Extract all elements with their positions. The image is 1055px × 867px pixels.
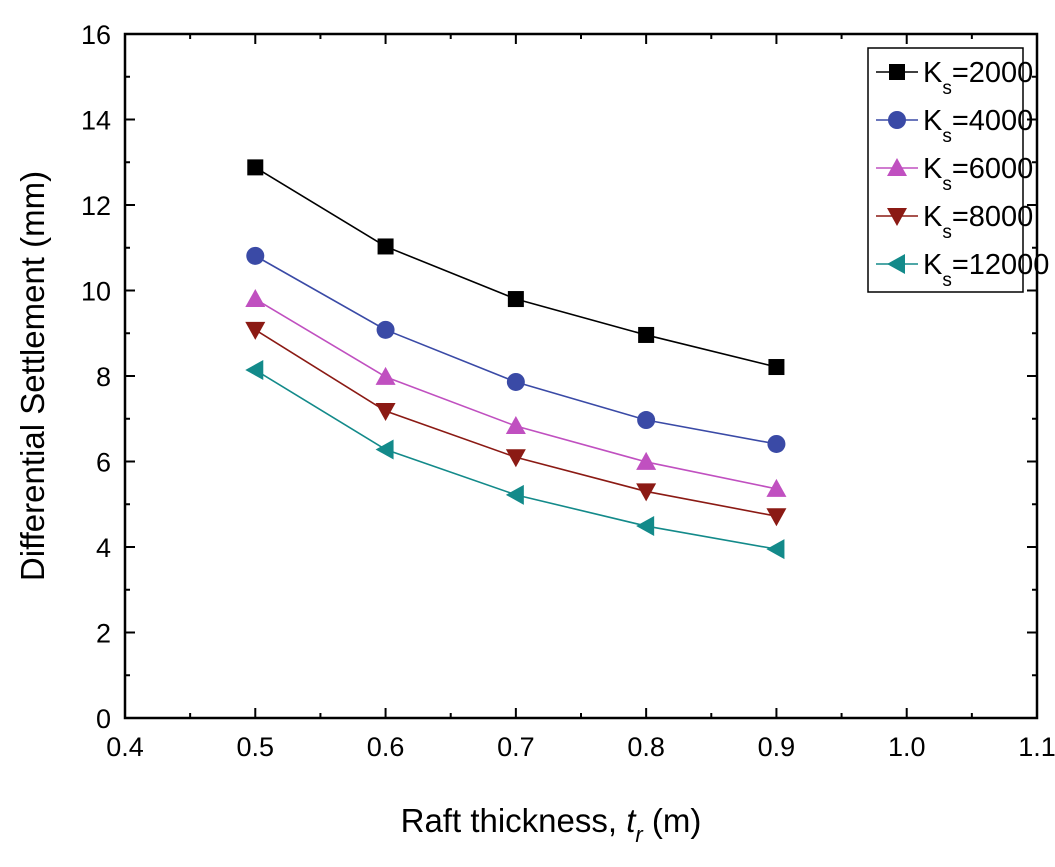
data-point — [375, 366, 396, 385]
data-point — [505, 416, 526, 435]
series-line — [254, 255, 777, 445]
data-point — [377, 238, 394, 255]
legend-label: Ks=6000 — [923, 153, 1033, 195]
data-point — [637, 411, 656, 430]
legend-marker — [887, 208, 907, 226]
data-point — [247, 159, 264, 176]
y-tick-label: 6 — [96, 448, 111, 478]
data-point — [766, 478, 787, 497]
legend-marker — [888, 111, 906, 129]
series-K_s=12000 — [245, 360, 785, 560]
y-tick-label: 14 — [81, 106, 111, 136]
legend-marker — [887, 158, 907, 176]
legend-marker — [887, 254, 905, 274]
legend-item: Ks=2000 — [876, 57, 1033, 99]
series-K_s=6000 — [245, 289, 787, 497]
data-point — [505, 449, 526, 468]
x-tick-label: 0.5 — [237, 732, 275, 762]
data-point — [766, 508, 787, 527]
series-line — [254, 166, 777, 368]
y-tick-label: 4 — [96, 533, 111, 563]
data-point — [245, 289, 266, 308]
legend-item: Ks=8000 — [876, 201, 1033, 243]
data-point — [246, 246, 265, 265]
data-point — [638, 326, 655, 343]
legend-label: Ks=12000 — [923, 249, 1049, 291]
data-point — [245, 360, 264, 381]
x-tick-label: 0.8 — [627, 732, 665, 762]
x-tick-label: 0.9 — [758, 732, 796, 762]
x-tick-label: 0.4 — [106, 732, 144, 762]
y-tick-label: 0 — [96, 704, 111, 734]
data-point — [376, 320, 395, 339]
data-point — [636, 451, 657, 470]
y-tick-label: 2 — [96, 619, 111, 649]
legend-label: Ks=4000 — [923, 105, 1033, 147]
x-tick-label: 0.7 — [497, 732, 535, 762]
legend-label: Ks=8000 — [923, 201, 1033, 243]
data-point — [507, 291, 524, 308]
x-axis-label: Raft thickness, tr (m) — [401, 802, 702, 847]
x-tick-label: 1.1 — [1018, 732, 1055, 762]
y-tick-label: 10 — [81, 277, 111, 307]
series-K_s=4000 — [246, 246, 786, 453]
x-tick-label: 1.0 — [888, 732, 926, 762]
y-tick-label: 8 — [96, 362, 111, 392]
y-tick-label: 12 — [81, 191, 111, 221]
data-point — [245, 321, 266, 340]
data-point — [766, 539, 785, 560]
data-point — [506, 372, 525, 391]
legend-marker — [889, 64, 905, 80]
data-point — [375, 403, 396, 422]
data-point — [767, 434, 786, 453]
data-point — [505, 484, 524, 505]
x-tick-label: 0.6 — [367, 732, 405, 762]
legend-item: Ks=12000 — [876, 249, 1049, 291]
legend-item: Ks=6000 — [876, 153, 1033, 195]
legend-label: Ks=2000 — [923, 57, 1033, 99]
data-point — [636, 516, 655, 537]
legend: Ks=2000 Ks=4000 Ks=6000 Ks=8000 Ks=12000 — [867, 47, 1049, 293]
data-point — [636, 483, 657, 502]
data-point — [375, 439, 394, 460]
legend-item: Ks=4000 — [876, 105, 1033, 147]
y-tick-label: 16 — [81, 20, 111, 50]
series-K_s=2000 — [247, 159, 785, 376]
series-K_s=8000 — [245, 321, 787, 527]
y-axis-label: Differential Settlement (mm) — [14, 171, 51, 581]
data-point — [768, 359, 785, 376]
